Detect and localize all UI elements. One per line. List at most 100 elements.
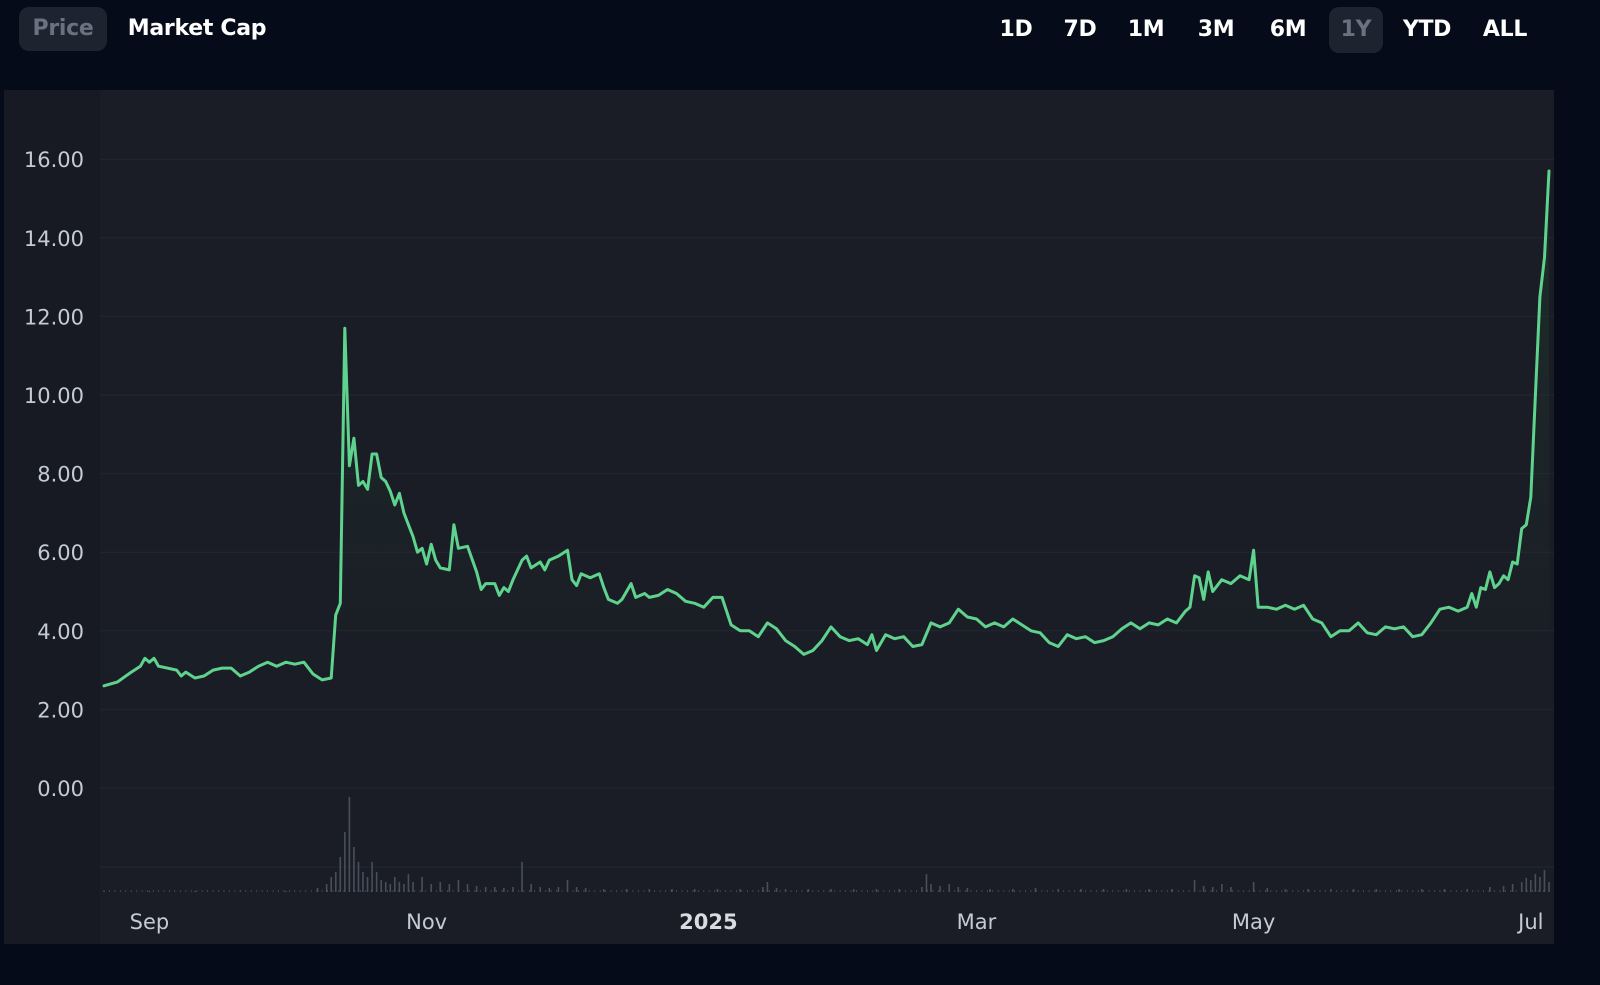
volume-tick (212, 890, 214, 892)
volume-tick (937, 890, 939, 892)
volume-tick (136, 890, 138, 892)
volume-tick (1166, 890, 1168, 892)
volume-tick (256, 890, 258, 892)
plot-area (100, 90, 1554, 944)
range-1y[interactable]: 1Y (1329, 7, 1383, 53)
volume-tick (610, 890, 612, 892)
volume-tick (1101, 890, 1103, 892)
volume-tick (1008, 890, 1010, 892)
volume-bar (1352, 889, 1355, 892)
volume-tick (768, 890, 770, 892)
volume-bar (584, 888, 587, 892)
volume-tick (1199, 890, 1201, 892)
volume-tick (207, 890, 209, 892)
volume-bar (1221, 884, 1223, 892)
range-1m[interactable]: 1M (1127, 17, 1165, 42)
volume-tick (310, 890, 312, 892)
volume-bar (398, 882, 401, 892)
volume-bars (103, 797, 1550, 892)
tab-price[interactable]: Price (19, 7, 107, 51)
y-tick-label: 16.00 (24, 148, 84, 172)
volume-tick (1510, 890, 1512, 892)
x-tick-label: Jul (1516, 910, 1543, 934)
volume-tick (359, 890, 361, 892)
volume-tick (370, 890, 372, 892)
range-7d[interactable]: 7D (1063, 17, 1097, 42)
volume-tick (338, 890, 339, 892)
volume-tick (381, 890, 383, 892)
volume-bar (1398, 889, 1400, 892)
volume-bar (539, 887, 542, 892)
volume-tick (152, 890, 154, 892)
volume-tick (681, 890, 683, 892)
volume-tick (1139, 890, 1141, 892)
volume-tick (501, 890, 503, 892)
volume-bar (484, 887, 487, 892)
x-tick-label: Mar (957, 910, 997, 934)
volume-tick (1112, 890, 1114, 892)
volume-tick (643, 890, 645, 892)
volume-tick (954, 890, 956, 892)
volume-tick (468, 890, 470, 892)
volume-tick (1297, 890, 1299, 892)
volume-bar (403, 884, 405, 892)
y-tick-label: 4.00 (37, 620, 84, 644)
volume-bar (930, 884, 932, 892)
volume-bar (1511, 884, 1514, 892)
volume-bar (1230, 887, 1232, 892)
volume-tick (719, 890, 721, 892)
volume-tick (659, 890, 661, 892)
volume-tick (790, 890, 792, 892)
volume-tick (447, 890, 448, 892)
range-all[interactable]: ALL (1482, 17, 1528, 42)
volume-bar (1034, 888, 1037, 892)
price-chart[interactable]: 0.00 2.00 4.00 6.00 8.00 10.00 12.00 14.00 16.00… (4, 90, 1554, 944)
volume-tick (861, 890, 863, 892)
volume-bar (1252, 882, 1255, 892)
range-6m[interactable]: 6M (1269, 17, 1307, 42)
tab-market-cap[interactable]: Market Cap (127, 16, 267, 41)
price-chart-panel[interactable]: 0.00 2.00 4.00 6.00 8.00 10.00 12.00 14.00 16.00… (4, 90, 1554, 944)
volume-bar (421, 877, 423, 892)
volume-tick (621, 890, 623, 892)
y-tick-label: 6.00 (37, 541, 84, 565)
volume-bar (1202, 886, 1205, 892)
volume-bar (1012, 889, 1014, 892)
volume-tick (1483, 890, 1484, 892)
volume-tick (872, 890, 874, 892)
volume-bar (966, 888, 969, 892)
volume-bar (1530, 880, 1532, 892)
volume-tick (757, 890, 759, 892)
volume-bar (1375, 889, 1378, 892)
volume-tick (1521, 890, 1523, 892)
volume-tick (1494, 890, 1495, 892)
volume-tick (316, 890, 318, 892)
y-tick-label: 0.00 (37, 777, 84, 801)
volume-tick (1172, 890, 1174, 892)
range-1d[interactable]: 1D (999, 17, 1033, 42)
volume-tick (583, 890, 585, 892)
volume-tick (463, 890, 465, 892)
volume-bar (316, 888, 319, 892)
volume-tick (408, 890, 410, 892)
volume-bar (939, 886, 941, 892)
volume-tick (965, 890, 966, 892)
volume-tick (223, 890, 225, 892)
range-3m[interactable]: 3M (1197, 17, 1235, 42)
volume-bar (530, 884, 532, 892)
volume-tick (1455, 890, 1457, 892)
volume-tick (796, 890, 797, 892)
range-ytd[interactable]: YTD (1402, 17, 1452, 42)
y-tick-label: 10.00 (24, 384, 84, 408)
volume-tick (343, 890, 345, 892)
volume-tick (714, 890, 716, 892)
volume-tick (1210, 890, 1212, 892)
volume-tick (1374, 890, 1375, 892)
volume-bar (330, 877, 333, 892)
volume-tick (158, 890, 159, 892)
volume-tick (817, 890, 819, 892)
volume-tick (605, 890, 607, 892)
volume-tick (1379, 890, 1381, 892)
volume-tick (283, 890, 285, 892)
volume-tick (119, 890, 121, 892)
